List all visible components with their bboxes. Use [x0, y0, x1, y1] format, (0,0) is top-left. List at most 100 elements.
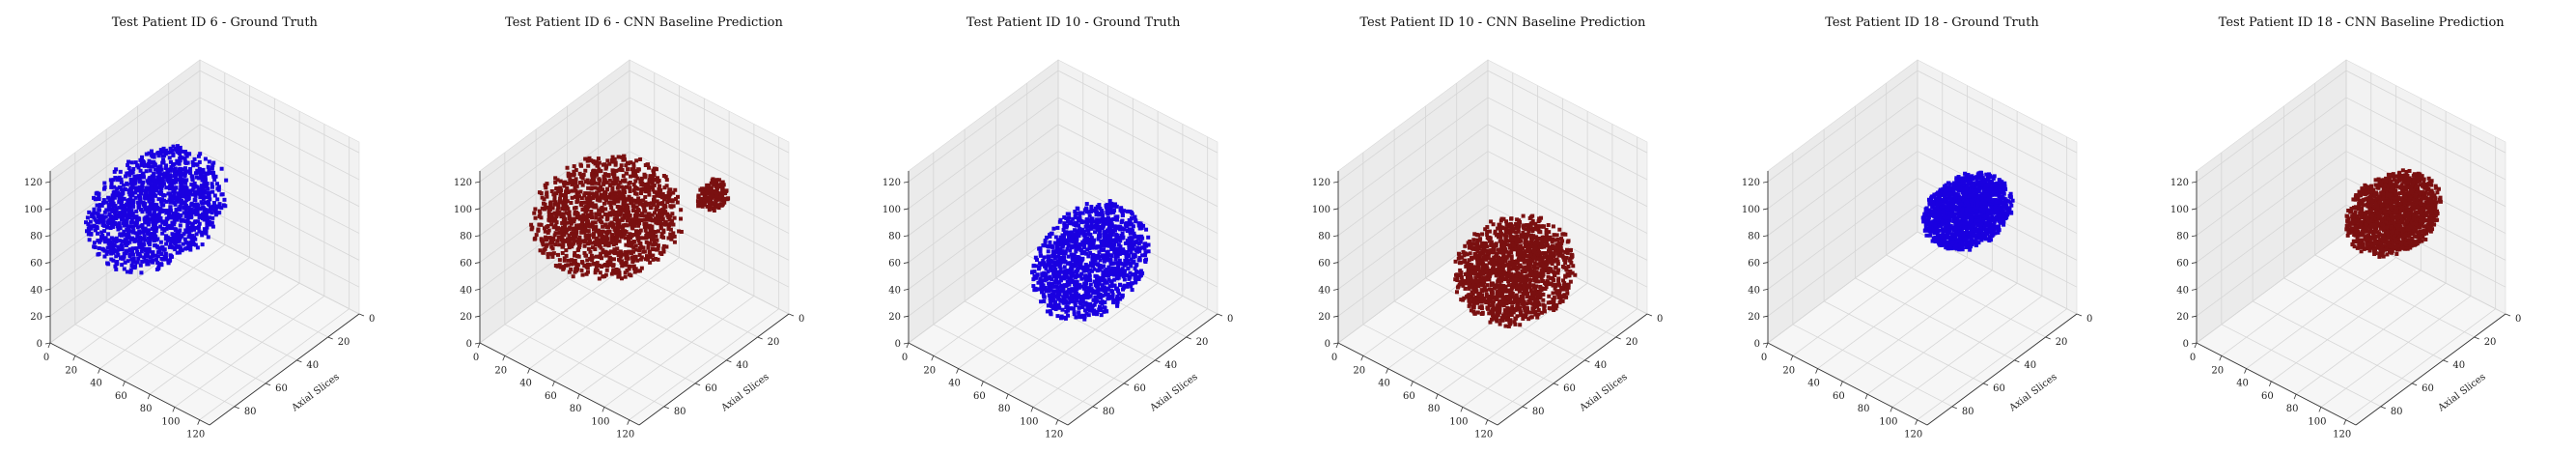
voxel — [557, 196, 562, 201]
voxel — [1083, 300, 1088, 305]
subplot-title: Test Patient ID 6 - Ground Truth — [111, 15, 318, 30]
voxel — [582, 191, 587, 196]
voxel — [150, 233, 154, 238]
voxel — [645, 231, 650, 236]
voxel — [173, 177, 178, 182]
voxel — [567, 177, 572, 182]
voxel — [183, 151, 188, 156]
voxel — [1108, 207, 1113, 212]
voxel — [128, 195, 133, 200]
voxel — [637, 252, 642, 257]
voxel — [616, 183, 621, 187]
voxel — [561, 193, 566, 198]
voxel — [543, 246, 547, 251]
voxel — [590, 195, 595, 200]
voxel — [1068, 296, 1073, 300]
voxel — [1087, 224, 1092, 229]
voxel — [1118, 224, 1123, 229]
voxel — [705, 204, 710, 209]
z-tick — [44, 262, 51, 264]
voxel — [204, 217, 209, 222]
voxel — [1480, 248, 1485, 253]
voxel — [546, 212, 551, 216]
voxel — [544, 225, 548, 230]
voxel — [151, 213, 155, 218]
voxel — [113, 208, 118, 213]
voxel — [543, 238, 547, 242]
voxel — [1088, 218, 1093, 223]
voxel — [607, 263, 612, 268]
voxel — [1061, 237, 1066, 241]
voxel — [546, 214, 551, 219]
voxel — [129, 217, 134, 222]
voxel — [195, 189, 200, 194]
voxel — [1077, 243, 1081, 248]
gridline — [504, 324, 664, 408]
voxel — [645, 162, 650, 167]
voxel — [1116, 289, 1121, 294]
voxel — [652, 211, 657, 215]
voxel — [623, 270, 628, 275]
voxel — [1073, 228, 1078, 233]
voxel — [576, 237, 581, 241]
voxel — [1085, 202, 1090, 207]
voxel — [572, 172, 576, 177]
voxel — [1096, 262, 1101, 267]
voxel — [1106, 296, 1111, 300]
voxel — [639, 266, 644, 270]
y-tick — [1584, 359, 1590, 363]
voxel — [601, 250, 605, 255]
voxel — [561, 265, 566, 270]
voxel — [587, 156, 592, 160]
voxel — [1123, 258, 1128, 263]
voxel — [1111, 246, 1116, 251]
voxel — [643, 228, 648, 233]
voxel — [1132, 224, 1136, 229]
voxel — [1094, 219, 1099, 224]
voxel — [1044, 271, 1049, 276]
voxel — [631, 166, 636, 171]
voxel — [151, 176, 155, 181]
voxel — [633, 198, 638, 203]
voxel — [1054, 235, 1059, 240]
voxel — [574, 212, 579, 216]
voxel — [121, 213, 126, 218]
voxel — [189, 203, 194, 208]
voxel — [207, 219, 211, 224]
voxel — [170, 254, 175, 259]
voxel — [129, 257, 134, 262]
voxel — [128, 268, 133, 272]
voxel — [140, 210, 145, 214]
voxel — [1137, 255, 1142, 260]
voxel — [1505, 242, 1510, 247]
voxel — [599, 214, 603, 219]
voxel — [197, 166, 202, 171]
voxel — [165, 209, 170, 213]
voxel — [174, 211, 179, 215]
voxel — [138, 263, 143, 268]
voxel — [96, 231, 100, 236]
gridline — [598, 254, 758, 338]
voxel — [139, 162, 144, 167]
z-tick — [44, 315, 51, 318]
voxel — [566, 212, 571, 216]
voxel — [1070, 288, 1075, 293]
voxel — [598, 251, 602, 256]
voxel — [546, 230, 550, 235]
voxel — [1040, 273, 1045, 278]
voxel — [592, 247, 597, 252]
voxel — [153, 232, 157, 237]
voxel — [125, 243, 129, 248]
voxel — [582, 156, 587, 161]
voxel — [1106, 277, 1111, 282]
voxel — [167, 212, 172, 216]
voxel — [137, 244, 142, 249]
voxel — [1067, 278, 1072, 283]
voxel — [1032, 270, 1037, 274]
voxel — [143, 258, 148, 263]
voxel — [138, 200, 143, 205]
voxel — [1547, 294, 1552, 298]
voxel — [1124, 262, 1129, 267]
voxel — [1089, 261, 1094, 266]
voxel — [137, 251, 142, 256]
